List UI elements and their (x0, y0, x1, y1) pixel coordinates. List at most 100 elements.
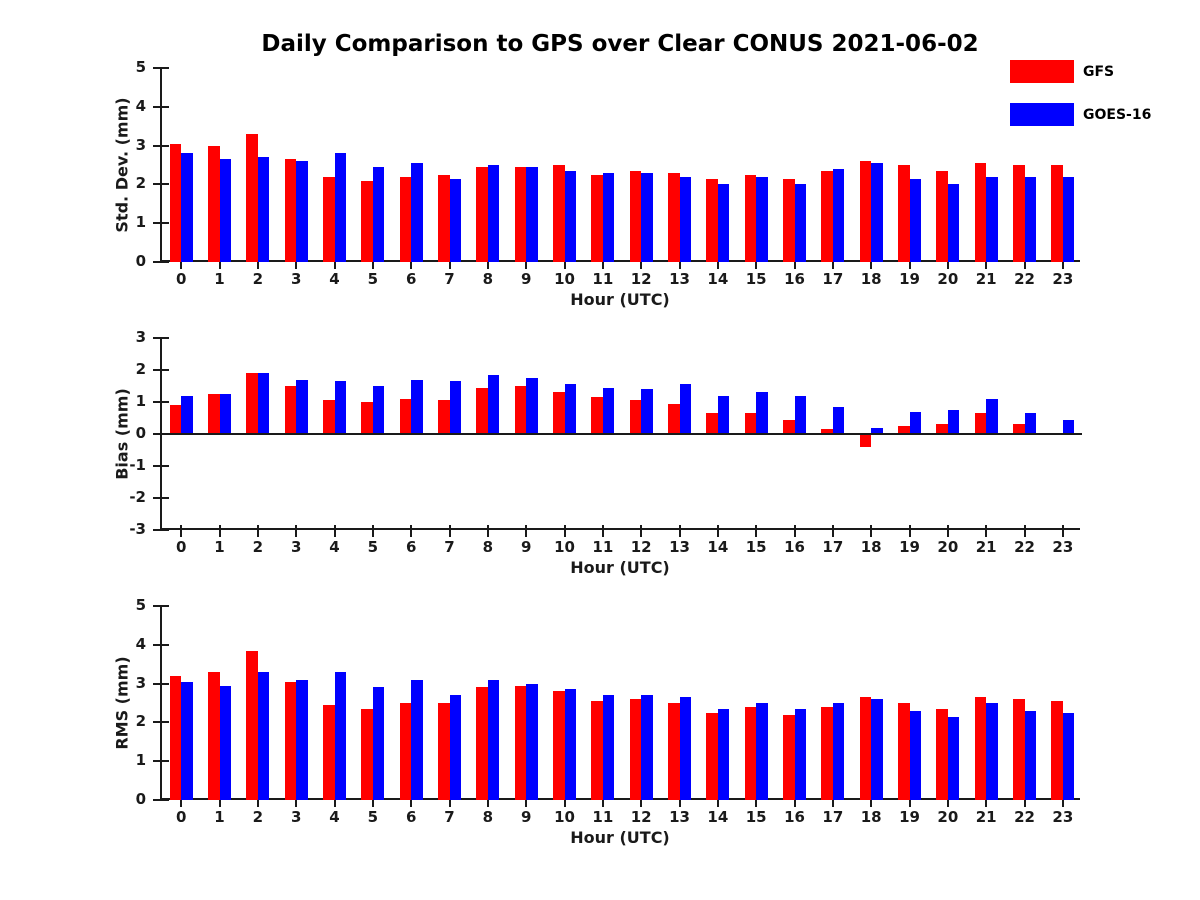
y-tick-label: -1 (129, 456, 146, 474)
x-tick (256, 525, 259, 537)
x-tick-label: 4 (329, 270, 340, 288)
bar-goes-16-hour-11 (602, 695, 615, 800)
plot-area-bias: -3 -2 -1 0 1 2 3 0 1 2 3 4 5 6 7 8 9 10 11 12 13 14 15 16 17 18 19… (129, 328, 1082, 556)
bar-goes-16-hour-1 (219, 685, 231, 800)
x-tick (256, 257, 259, 269)
bar-gfs-hour-7 (438, 400, 450, 434)
bar-goes-16-hour-5 (372, 166, 385, 262)
x-tick (870, 257, 873, 269)
x-tick-label: 18 (860, 808, 882, 826)
bar-goes-16-hour-8 (487, 679, 500, 800)
bar-goes-16-hour-2 (257, 373, 270, 434)
y-tick (153, 497, 169, 499)
x-tick (333, 795, 336, 807)
x-tick-label: 5 (367, 538, 379, 556)
bar-gfs-hour-22 (1013, 699, 1025, 800)
y-tick-label: 0 (135, 424, 146, 442)
x-tick (563, 795, 566, 807)
x-tick (946, 795, 949, 807)
bar-goes-16-hour-18 (871, 427, 883, 434)
x-tick (1061, 795, 1064, 807)
x-tick-label: 11 (592, 270, 614, 288)
x-tick-label: 1 (214, 808, 225, 826)
bar-gfs-hour-21 (974, 413, 987, 434)
x-tick (640, 795, 643, 807)
x-tick (1023, 795, 1026, 807)
x-tick-label: 0 (175, 808, 187, 826)
bar-goes-16-hour-18 (871, 699, 883, 800)
x-tick-label: 11 (592, 808, 614, 826)
y-tick-label: -2 (129, 488, 146, 506)
goes16-color-swatch (1010, 103, 1074, 126)
plot-area-std-dev: 0 1 2 3 4 5 0 1 2 3 4 5 6 7 8 9 10 11 12 13 14 15 16 17 18 19 20 21… (136, 58, 1080, 288)
x-tick-label: 22 (1014, 538, 1035, 556)
x-tick-label: 22 (1014, 808, 1035, 826)
bar-gfs-hour-20 (936, 708, 948, 800)
bar-goes-16-hour-3 (296, 379, 308, 434)
bar-gfs-hour-6 (399, 176, 412, 262)
x-tick-label: 16 (784, 538, 805, 556)
x-tick (678, 257, 681, 269)
x-tick-label: 15 (745, 270, 767, 288)
bar-gfs-hour-11 (591, 397, 603, 434)
y-tick-label: 2 (135, 712, 146, 731)
x-tick (218, 795, 221, 807)
x-tick (525, 795, 528, 807)
x-tick (218, 257, 221, 269)
x-tick-label: 15 (745, 538, 767, 556)
bar-goes-16-hour-5 (372, 386, 385, 434)
x-tick-label: 16 (784, 270, 805, 288)
bar-goes-16-hour-4 (334, 671, 346, 800)
x-tick (295, 257, 298, 269)
x-tick-label: 6 (405, 538, 417, 556)
x-tick-label: 3 (290, 270, 302, 288)
bar-gfs-hour-10 (553, 392, 565, 434)
y-tick-label: 0 (135, 790, 146, 808)
bar-gfs-hour-19 (898, 165, 910, 262)
y-tick (153, 721, 169, 724)
bar-gfs-hour-19 (898, 703, 910, 800)
bar-gfs-hour-8 (476, 166, 488, 262)
x-tick-label: 21 (975, 270, 997, 288)
x-tick-label: 3 (290, 538, 302, 556)
x-tick-label: 2 (252, 270, 264, 288)
bar-goes-16-hour-13 (679, 697, 691, 800)
bar-goes-16-hour-5 (372, 687, 385, 800)
y-tick-label: -3 (129, 520, 146, 538)
bar-goes-16-hour-3 (296, 679, 308, 800)
x-tick (448, 795, 451, 807)
x-tick (908, 525, 911, 537)
x-tick-label: 9 (520, 538, 532, 556)
x-tick-label: 10 (554, 270, 575, 288)
x-tick-label: 17 (822, 808, 844, 826)
bar-goes-16-hour-6 (411, 679, 423, 800)
bar-goes-16-hour-9 (526, 166, 538, 262)
y-tick (153, 760, 169, 763)
y-tick-label: 3 (135, 673, 146, 692)
bar-gfs-hour-8 (476, 687, 488, 800)
y-tick-label: 4 (135, 96, 146, 115)
bar-gfs-hour-22 (1013, 165, 1025, 262)
bar-gfs-hour-15 (744, 174, 757, 262)
bar-goes-16-hour-9 (526, 378, 538, 434)
x-tick-label: 4 (329, 808, 340, 826)
bar-goes-16-hour-20 (947, 184, 960, 262)
y-tick-label: 5 (135, 596, 146, 614)
x-tick-label: 12 (630, 270, 652, 288)
y-tick (153, 465, 169, 467)
bar-goes-16-hour-14 (717, 708, 730, 800)
bar-goes-16-hour-12 (641, 695, 653, 800)
x-tick-label: 3 (290, 808, 302, 826)
bar-gfs-hour-5 (361, 180, 373, 262)
x-tick (563, 257, 566, 269)
x-tick (985, 525, 988, 537)
x-tick (525, 257, 528, 269)
bar-goes-16-hour-19 (909, 411, 921, 434)
bar-goes-16-hour-12 (641, 172, 653, 262)
x-tick (601, 795, 604, 807)
bar-goes-16-hour-17 (832, 703, 845, 800)
zero-baseline (162, 433, 1082, 435)
y-tick (153, 643, 169, 646)
y-tick (153, 605, 169, 607)
bar-goes-16-hour-23 (1062, 419, 1075, 434)
